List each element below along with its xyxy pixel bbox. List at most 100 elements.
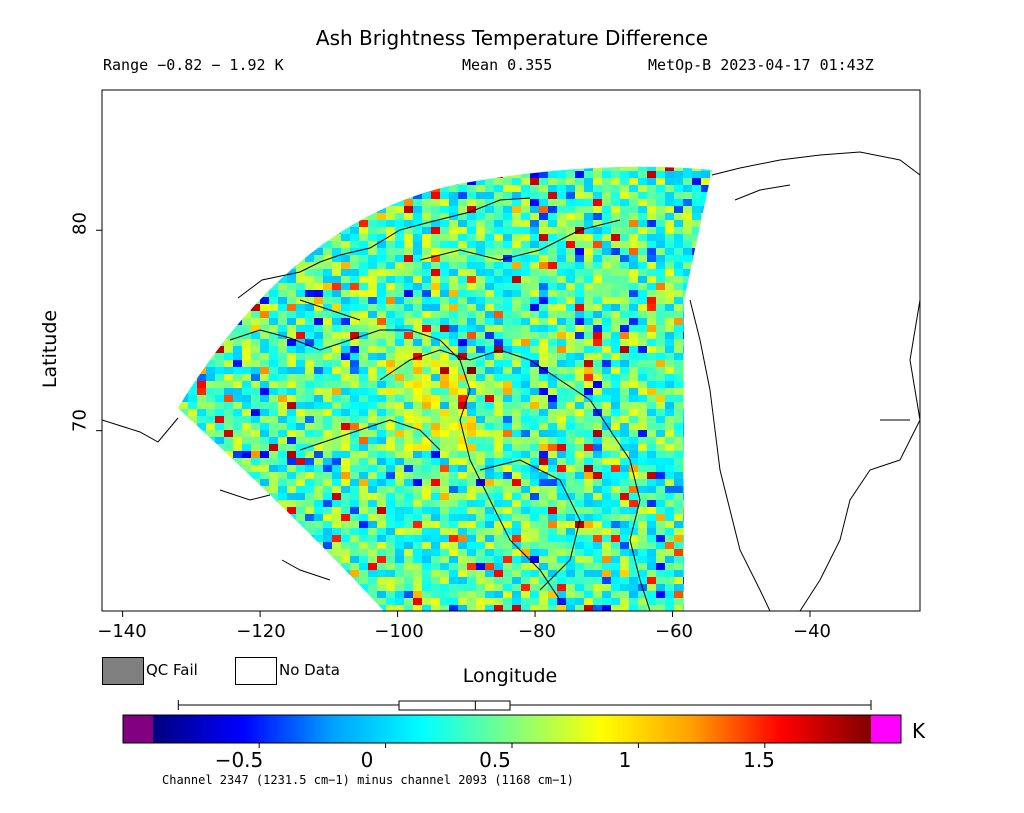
swath-cell (386, 325, 395, 332)
swath-cell (467, 166, 476, 171)
swath-cell (305, 514, 314, 521)
swath-cell (296, 416, 305, 423)
swath-cell (395, 346, 404, 353)
swath-cell (467, 423, 476, 430)
swath-cell (593, 458, 602, 465)
x-tick-label: −60 (655, 621, 693, 642)
swath-cell (521, 416, 530, 423)
swath-cell (638, 374, 647, 381)
swath-cell (566, 493, 575, 500)
swath-cell (611, 332, 620, 339)
swath-cell (539, 318, 548, 325)
swath-cell (692, 395, 701, 402)
swath-cell (305, 353, 314, 360)
swath-cell (566, 577, 575, 584)
swath-cell (575, 166, 584, 171)
swath-cell (566, 311, 575, 318)
swath-cell (521, 437, 530, 444)
swath-cell (512, 416, 521, 423)
swath-cell (197, 346, 206, 353)
swath-cell (476, 437, 485, 444)
swath-cell (332, 318, 341, 325)
swath-cell (620, 248, 629, 255)
swath-cell (332, 185, 341, 192)
swath-cell (503, 360, 512, 367)
swath-cell (647, 367, 656, 374)
swath-cell (287, 297, 296, 304)
swath-cell (188, 248, 197, 255)
swath-cell (215, 598, 224, 605)
swath-cell (377, 283, 386, 290)
swath-cell (521, 304, 530, 311)
swath-cell (440, 577, 449, 584)
swath-cell (719, 423, 728, 430)
swath-cell (602, 493, 611, 500)
swath-cell (476, 318, 485, 325)
swath-cell (197, 493, 206, 500)
swath-cell (467, 339, 476, 346)
swath-cell (656, 374, 665, 381)
swath-cell (701, 479, 710, 486)
swath-cell (197, 458, 206, 465)
swath-cell (665, 535, 674, 542)
swath-cell (422, 297, 431, 304)
swath-cell (629, 346, 638, 353)
swath-cell (584, 507, 593, 514)
swath-cell (521, 451, 530, 458)
swath-cell (178, 374, 179, 381)
swath-cell (521, 430, 530, 437)
swath-cell (440, 409, 449, 416)
swath-cell (458, 283, 467, 290)
swath-cell (458, 150, 467, 157)
swath-cell (647, 437, 656, 444)
swath-cell (197, 402, 206, 409)
swath-cell (665, 444, 674, 451)
swath-cell (404, 311, 413, 318)
swath-cell (638, 166, 647, 171)
swath-cell (422, 430, 431, 437)
swath-cell (593, 269, 602, 276)
swath-cell (323, 276, 332, 283)
swath-cell (485, 185, 494, 192)
swath-cell (485, 325, 494, 332)
swath-cell (224, 514, 233, 521)
swath-cell (674, 479, 683, 486)
swath-cell (323, 269, 332, 276)
swath-cell (656, 535, 665, 542)
swath-cell (368, 339, 377, 346)
swath-cell (629, 465, 638, 472)
swath-cell (530, 269, 539, 276)
swath-cell (449, 255, 458, 262)
swath-cell (647, 605, 656, 611)
swath-cell (278, 171, 287, 178)
swath-cell (188, 381, 197, 388)
swath-cell (692, 220, 701, 227)
swath-cell (467, 241, 476, 248)
swath-cell (179, 213, 188, 220)
swath-cell (431, 297, 440, 304)
swath-cell (647, 409, 656, 416)
swath-cell (242, 451, 251, 458)
swath-cell (224, 437, 233, 444)
swath-cell (413, 444, 422, 451)
swath-cell (332, 213, 341, 220)
swath-cell (350, 339, 359, 346)
swath-cell (188, 234, 197, 241)
swath-cell (386, 269, 395, 276)
swath-cell (503, 346, 512, 353)
swath-cell (188, 500, 197, 507)
swath-cell (476, 584, 485, 591)
swath-cell (197, 416, 206, 423)
swath-cell (215, 507, 224, 514)
swath-cell (341, 472, 350, 479)
swath-cell (512, 353, 521, 360)
swath-cell (710, 276, 712, 283)
swath-cell (467, 591, 476, 598)
swath-cell (206, 465, 215, 472)
swath-cell (719, 276, 728, 283)
swath-cell (566, 409, 575, 416)
swath-cell (611, 290, 620, 297)
swath-cell (692, 549, 701, 556)
swath-cell (395, 402, 404, 409)
swath-cell (431, 304, 440, 311)
